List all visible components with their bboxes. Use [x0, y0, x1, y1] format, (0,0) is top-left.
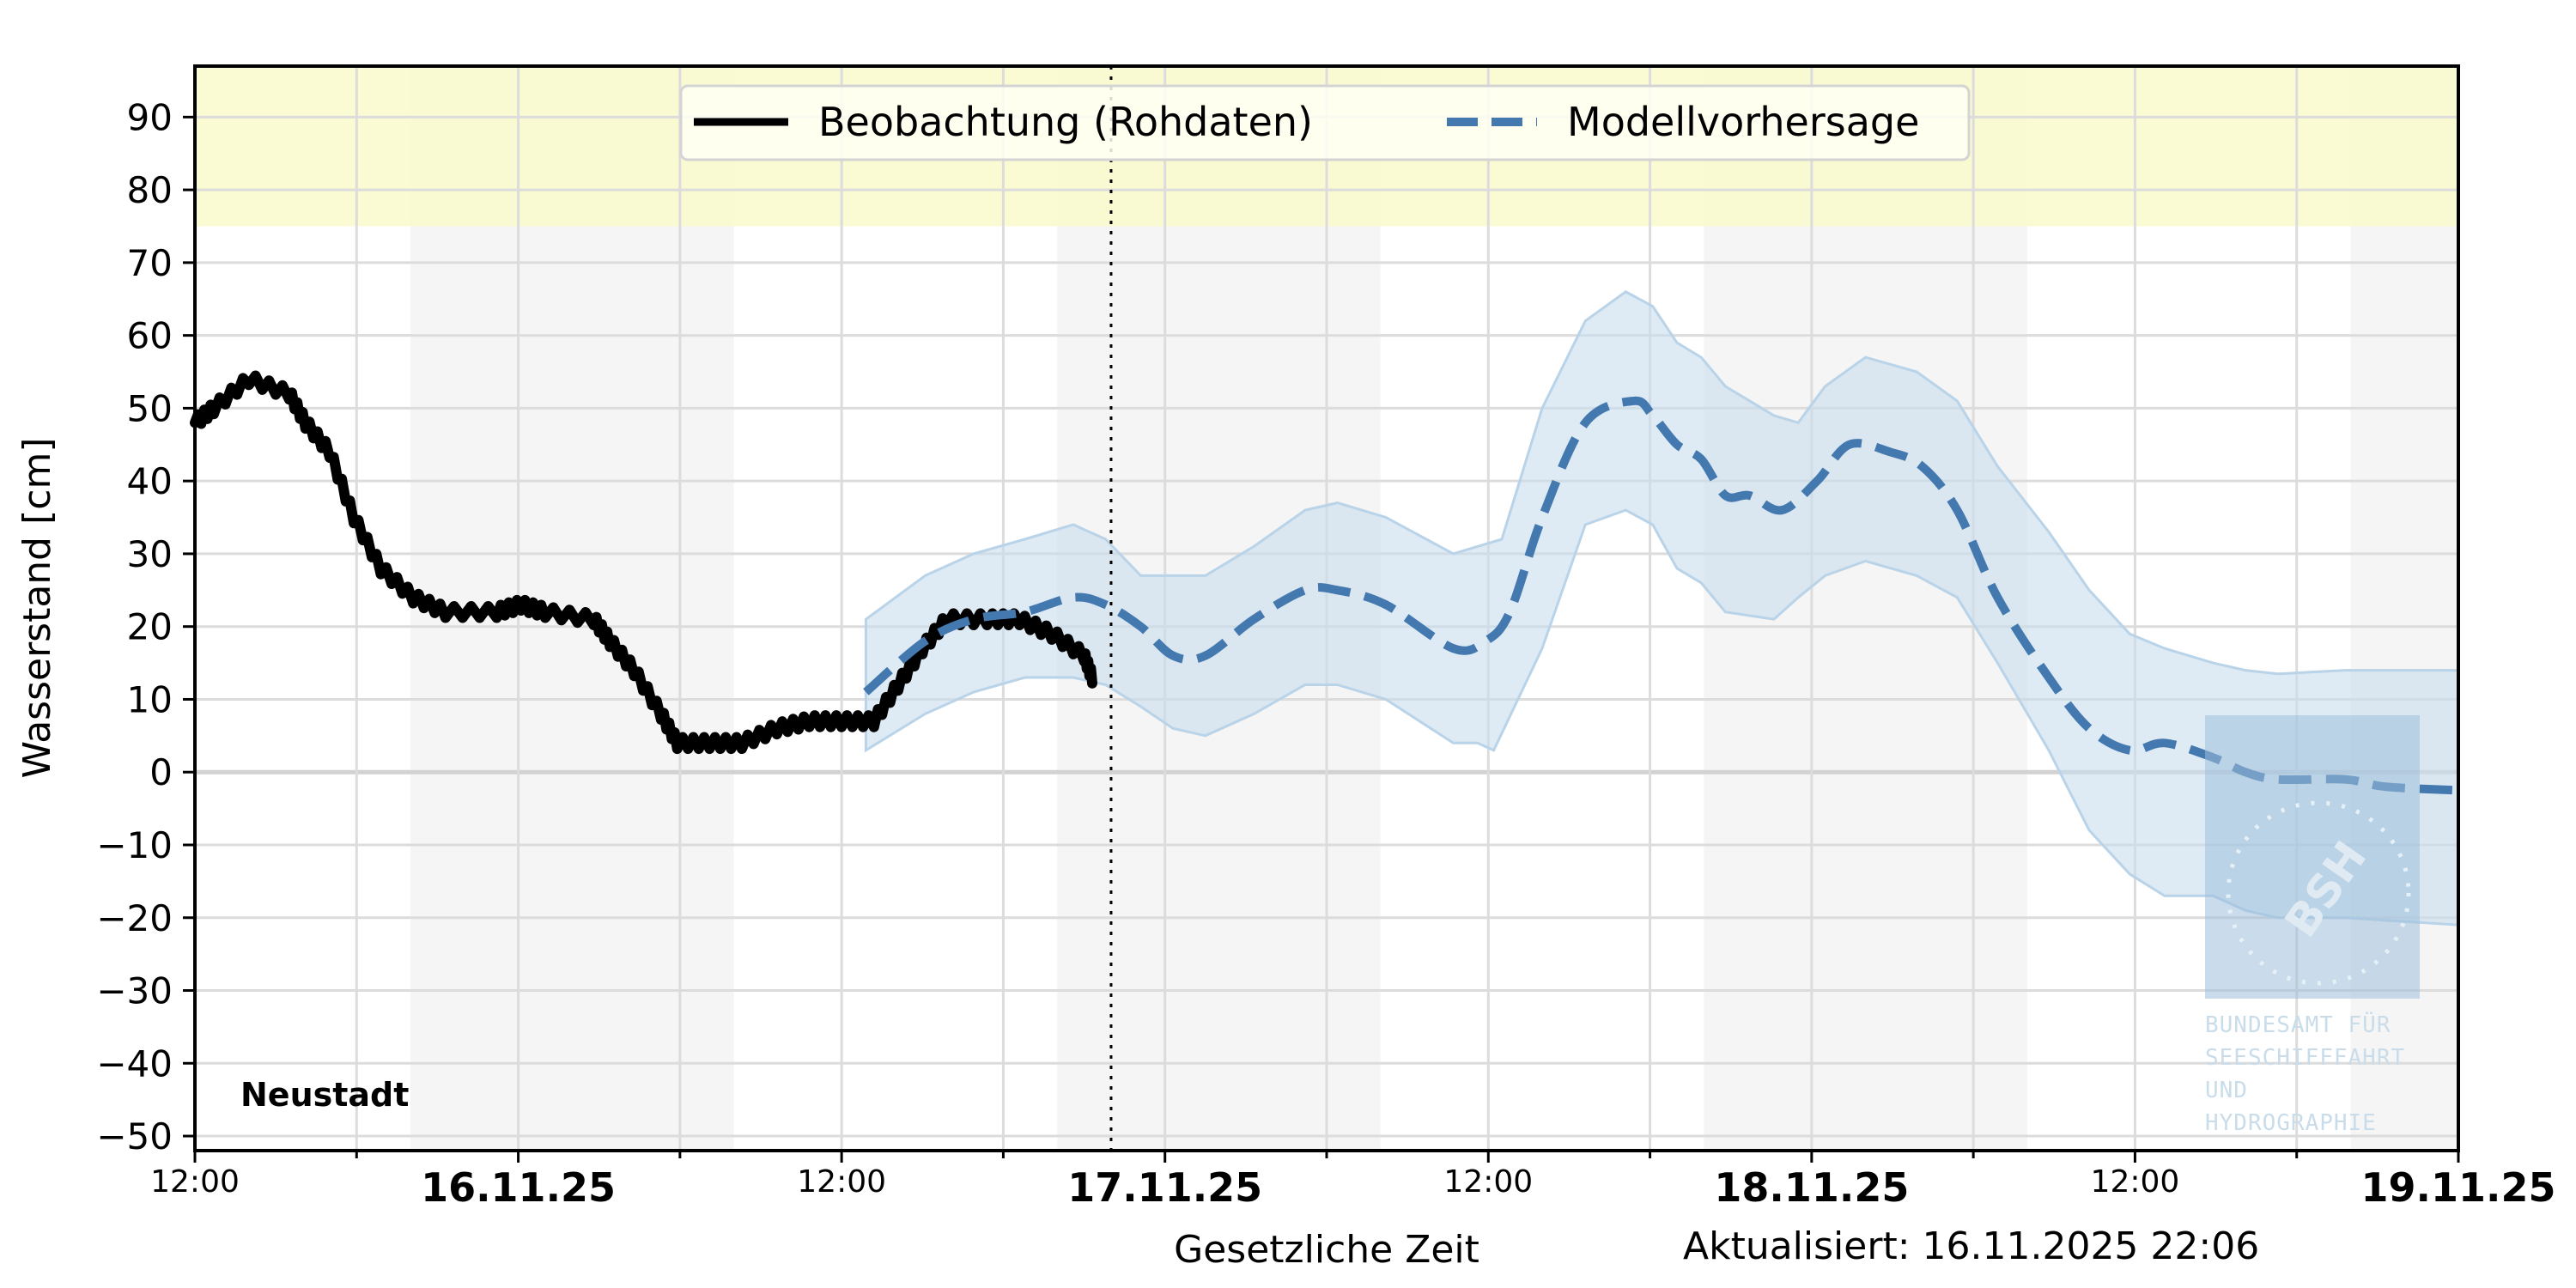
y-tick-label: 40 [127, 460, 173, 502]
x-date-label: 16.11.25 [421, 1164, 616, 1211]
y-tick-label: 80 [127, 169, 173, 211]
x-time-label: 12:00 [2091, 1164, 2180, 1200]
x-time-label: 12:00 [150, 1164, 240, 1200]
y-axis-title: Wasserstand [cm] [15, 438, 59, 779]
x-axis-ticks: 12:00 16.11.25 12:00 17.11.25 12:00 18.11.25 1… [150, 1151, 2556, 1211]
y-tick-label: 50 [127, 387, 173, 429]
forecast-series [863, 396, 2459, 795]
x-axis-title: Gesetzliche Zeit [1174, 1228, 1479, 1272]
logo-ring-icon [2226, 800, 2411, 986]
y-tick-label: −40 [96, 1042, 173, 1084]
legend-observation-label: Beobachtung (Rohdaten) [818, 99, 1313, 145]
y-tick-label: 0 [149, 751, 173, 793]
observation-line [190, 370, 1097, 755]
y-tick-label: −20 [96, 897, 173, 939]
y-tick-label: −10 [96, 824, 173, 866]
y-axis-ticks: 90 80 70 60 50 40 30 20 10 0 −10 −20 −30 −40 −50 [96, 96, 195, 1157]
y-tick-label: 30 [127, 533, 173, 575]
x-date-label: 19.11.25 [2361, 1164, 2556, 1211]
y-tick-label: 20 [127, 606, 173, 648]
y-tick-label: −50 [96, 1115, 173, 1157]
observation-series [190, 370, 1097, 755]
y-tick-label: −30 [96, 970, 173, 1012]
legend: Beobachtung (Rohdaten) Modellvorhersage [679, 84, 1971, 161]
legend-forecast-label: Modellvorhersage [1567, 99, 1919, 145]
x-date-label: 18.11.25 [1714, 1164, 1909, 1211]
x-time-label: 12:00 [1443, 1164, 1533, 1200]
bsh-logo-watermark: BSH BUNDESAMT FÜR SEESCHIFFFAHRT UND HYD… [2205, 715, 2420, 1136]
y-tick-label: 70 [127, 242, 173, 284]
station-label: Neustadt [240, 1076, 409, 1114]
logo-line-3: UND [2205, 1078, 2248, 1103]
y-tick-label: 60 [127, 315, 173, 357]
forecast-line [863, 396, 2459, 795]
logo-line-4: HYDROGRAPHIE [2205, 1110, 2377, 1136]
y-tick-label: 90 [127, 96, 173, 138]
x-date-label: 17.11.25 [1067, 1164, 1262, 1211]
logo-line-2: SEESCHIFFFAHRT [2205, 1045, 2405, 1071]
x-time-label: 12:00 [797, 1164, 886, 1200]
y-tick-label: 10 [127, 678, 173, 720]
updated-timestamp: Aktualisiert: 16.11.2025 22:06 [1683, 1224, 2259, 1268]
logo-line-1: BUNDESAMT FÜR [2205, 1011, 2391, 1038]
